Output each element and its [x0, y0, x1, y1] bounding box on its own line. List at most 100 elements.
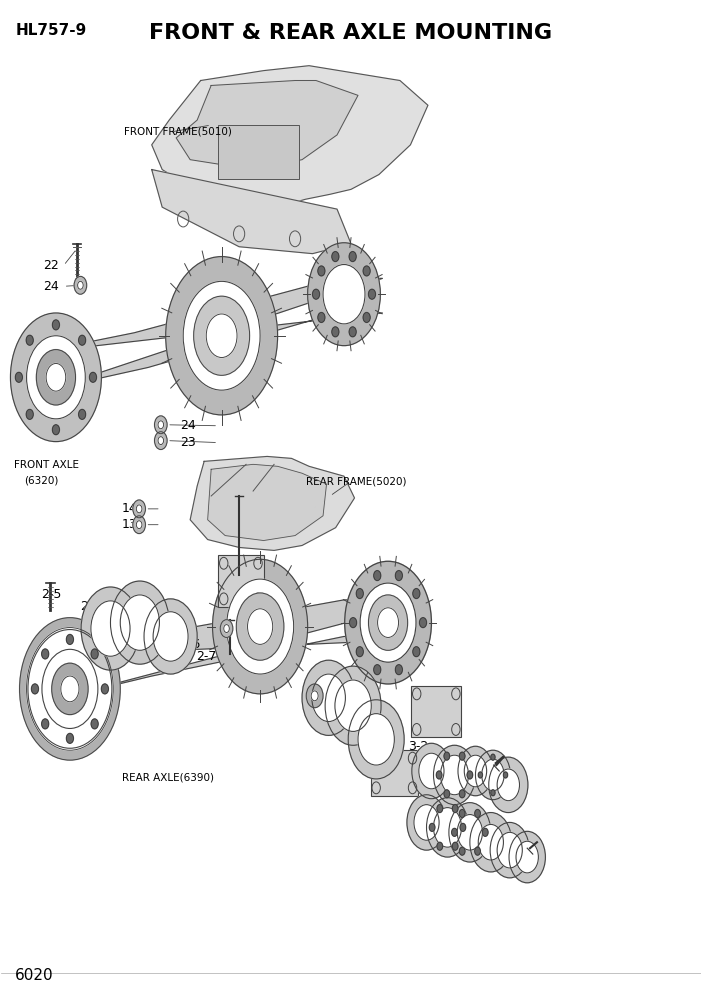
Text: 13: 13: [225, 622, 241, 635]
Circle shape: [437, 805, 442, 812]
Circle shape: [302, 661, 355, 735]
Circle shape: [153, 612, 188, 662]
Text: 2-3: 2-3: [80, 600, 100, 613]
Circle shape: [459, 790, 465, 798]
Circle shape: [452, 842, 458, 850]
Text: FRONT AXLE: FRONT AXLE: [14, 460, 79, 470]
Text: 3-6: 3-6: [307, 690, 327, 703]
Circle shape: [81, 587, 140, 671]
Circle shape: [478, 772, 482, 778]
Polygon shape: [152, 170, 351, 254]
Circle shape: [412, 743, 451, 799]
Circle shape: [20, 618, 120, 760]
Circle shape: [67, 635, 74, 645]
Circle shape: [497, 832, 522, 868]
Circle shape: [311, 690, 318, 700]
Circle shape: [434, 745, 475, 805]
Text: 11: 11: [420, 809, 435, 822]
Circle shape: [414, 805, 439, 840]
Circle shape: [206, 314, 237, 357]
Circle shape: [335, 680, 371, 731]
Circle shape: [437, 842, 442, 850]
Text: 22: 22: [44, 259, 59, 272]
Circle shape: [318, 312, 325, 322]
Bar: [218, 556, 263, 607]
Circle shape: [133, 500, 145, 518]
Bar: [218, 125, 298, 180]
Circle shape: [503, 772, 508, 778]
Text: 14: 14: [121, 502, 138, 516]
Circle shape: [373, 665, 380, 675]
Circle shape: [41, 719, 48, 729]
Circle shape: [26, 410, 33, 420]
Circle shape: [78, 282, 84, 290]
Text: REAR AXLE(6390): REAR AXLE(6390): [121, 773, 213, 783]
Circle shape: [457, 814, 482, 850]
Text: 11: 11: [485, 849, 501, 863]
Text: 3-5: 3-5: [327, 690, 347, 703]
Text: FRONT & REAR AXLE MOUNTING: FRONT & REAR AXLE MOUNTING: [150, 23, 552, 43]
Circle shape: [28, 630, 112, 748]
Circle shape: [325, 667, 381, 745]
Circle shape: [166, 257, 277, 415]
Circle shape: [395, 570, 402, 580]
Text: 4: 4: [466, 817, 475, 830]
Circle shape: [248, 609, 272, 645]
Text: 12: 12: [225, 638, 241, 651]
Text: 24: 24: [180, 420, 195, 433]
Polygon shape: [176, 80, 358, 170]
Text: REAR FRAME(5020): REAR FRAME(5020): [305, 476, 406, 486]
Circle shape: [459, 847, 465, 855]
Circle shape: [332, 252, 339, 262]
Circle shape: [490, 822, 529, 878]
Circle shape: [41, 649, 48, 659]
Circle shape: [120, 595, 159, 651]
Circle shape: [467, 771, 472, 779]
Circle shape: [237, 593, 284, 661]
Circle shape: [357, 647, 363, 657]
Circle shape: [74, 277, 86, 295]
Circle shape: [395, 665, 402, 675]
Text: 5: 5: [447, 756, 456, 769]
Circle shape: [224, 625, 230, 633]
Text: 9: 9: [491, 756, 498, 769]
Circle shape: [136, 505, 142, 513]
Circle shape: [91, 719, 98, 729]
Text: 3-4: 3-4: [383, 774, 403, 787]
Circle shape: [323, 265, 365, 323]
Polygon shape: [47, 600, 414, 698]
Polygon shape: [37, 279, 383, 389]
Circle shape: [91, 649, 98, 659]
Bar: [411, 685, 461, 737]
Circle shape: [136, 521, 142, 529]
Circle shape: [350, 618, 357, 628]
Circle shape: [464, 755, 486, 787]
Circle shape: [459, 809, 465, 817]
Circle shape: [32, 683, 39, 693]
Circle shape: [345, 561, 432, 683]
Text: 7: 7: [485, 832, 494, 846]
Circle shape: [357, 588, 363, 598]
Text: 10: 10: [499, 852, 515, 866]
Circle shape: [213, 559, 307, 693]
Polygon shape: [190, 456, 355, 551]
Text: 6020: 6020: [15, 968, 54, 983]
Text: 2-3: 2-3: [171, 625, 191, 638]
Circle shape: [183, 282, 260, 390]
Circle shape: [516, 841, 538, 873]
Circle shape: [89, 372, 96, 382]
Text: 8: 8: [437, 809, 445, 822]
Text: 3-2: 3-2: [409, 740, 429, 753]
Circle shape: [482, 828, 488, 836]
Circle shape: [312, 290, 319, 300]
Circle shape: [497, 769, 519, 801]
Circle shape: [452, 805, 458, 812]
Text: 21: 21: [358, 282, 373, 295]
Circle shape: [460, 823, 465, 831]
Circle shape: [363, 266, 370, 276]
Circle shape: [306, 683, 323, 707]
Circle shape: [407, 795, 446, 850]
Circle shape: [15, 372, 22, 382]
Circle shape: [475, 809, 480, 817]
Circle shape: [475, 750, 510, 800]
